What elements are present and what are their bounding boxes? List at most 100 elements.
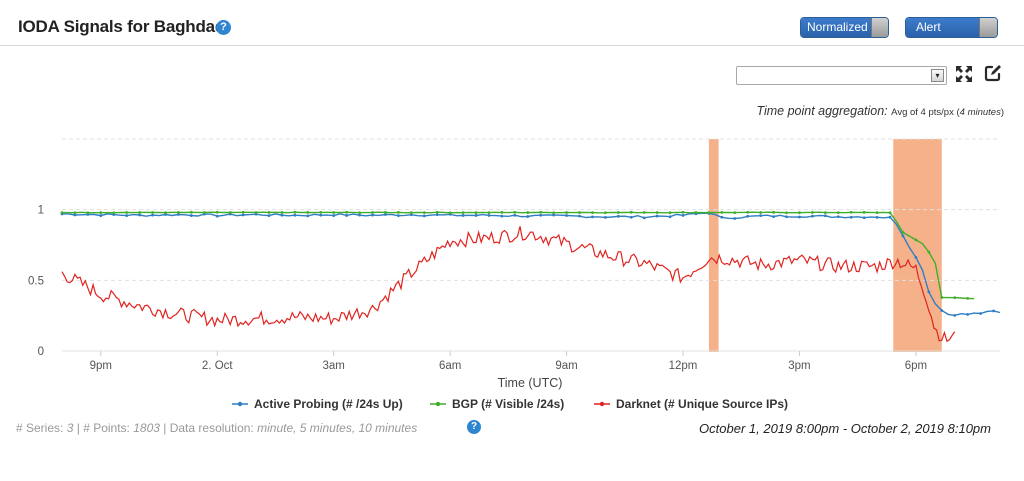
data-resolution: minute, 5 minutes, 10 minutes	[257, 421, 418, 435]
series-point	[629, 215, 633, 219]
legend-label: Darknet (# Unique Source IPs)	[616, 397, 788, 411]
aggregation-info: Time point aggregation: Avg of 4 pts/px …	[756, 104, 1004, 118]
series-point	[565, 214, 568, 217]
series-point	[280, 211, 284, 214]
series-point	[474, 214, 478, 217]
series-point	[280, 213, 284, 217]
series-point	[616, 214, 620, 218]
series-point	[862, 210, 866, 214]
y-tick-label: 1	[38, 205, 44, 217]
alert-bands-toggle[interactable]: Alert Bands	[905, 17, 998, 38]
normalized-toggle[interactable]: Normalized	[800, 17, 889, 38]
x-tick-label: 9pm	[90, 360, 112, 372]
series-point	[526, 211, 530, 214]
series-point	[215, 214, 219, 218]
series-point	[371, 213, 374, 217]
series-point	[409, 211, 413, 215]
x-tick-label: 9am	[555, 360, 577, 372]
series-point	[642, 211, 646, 214]
time-range: October 1, 2019 8:00pm - October 2, 2019…	[699, 421, 991, 436]
series-point	[875, 211, 879, 215]
edit-icon[interactable]	[984, 64, 1002, 82]
series-point	[539, 213, 543, 217]
series-point	[655, 211, 659, 214]
series-select[interactable]: ▾	[736, 66, 947, 85]
x-tick-label: 6am	[439, 360, 461, 372]
series-line	[62, 211, 975, 300]
series-point	[694, 211, 698, 214]
series-point	[759, 211, 763, 214]
series-point	[448, 211, 452, 215]
series-point	[358, 213, 361, 217]
legend-marker	[435, 401, 441, 407]
chart-stats: # Series: 3 | # Points: 1803 | Data reso…	[16, 421, 418, 435]
y-tick-label: 0	[38, 346, 44, 358]
legend-label: BGP (# Visible /24s)	[452, 397, 564, 411]
series-point	[138, 211, 142, 214]
series-point	[254, 211, 258, 214]
points-count: 1803	[133, 421, 160, 435]
help-icon[interactable]: ?	[216, 20, 231, 35]
series-point	[526, 215, 530, 218]
series-point	[823, 214, 827, 218]
series-point	[681, 210, 685, 214]
series-point	[513, 210, 517, 214]
series-point	[875, 215, 879, 219]
series-point	[823, 211, 827, 215]
series-point	[332, 214, 336, 217]
series-point	[591, 211, 594, 214]
toggle-knob	[979, 18, 997, 37]
legend-label: Active Probing (# /24s Up)	[254, 397, 403, 411]
series-point	[746, 210, 750, 214]
series-point	[578, 211, 581, 214]
series-point	[772, 210, 775, 214]
series-point	[552, 213, 556, 217]
series-point	[228, 211, 232, 214]
series-point	[888, 211, 892, 215]
series-point	[202, 211, 206, 214]
series-point	[241, 213, 245, 217]
panel-header: IODA Signals for Baghdad ? Normalized Al…	[0, 0, 1024, 46]
chevron-down-icon[interactable]: ▾	[931, 69, 944, 82]
series-point	[940, 309, 944, 312]
series-point	[461, 211, 465, 215]
series-point	[112, 211, 116, 215]
series-point	[177, 211, 180, 214]
series-point	[901, 230, 905, 234]
series-point	[798, 211, 801, 215]
series-point	[759, 214, 763, 218]
series-point	[189, 214, 193, 217]
series-point	[99, 214, 103, 217]
series-point	[914, 238, 918, 242]
series-point	[319, 213, 323, 217]
series-point	[927, 250, 931, 254]
legend-marker	[599, 401, 605, 407]
series-point	[422, 214, 426, 218]
series-point	[940, 296, 944, 299]
legend-marker	[237, 401, 243, 407]
page-title: IODA Signals for Baghdad	[18, 17, 226, 36]
series-point	[500, 214, 504, 218]
series-point	[396, 214, 400, 218]
series-point	[927, 290, 931, 294]
series-point	[539, 210, 543, 214]
series-point	[668, 215, 672, 219]
series-point	[655, 214, 659, 218]
fullscreen-icon[interactable]	[955, 65, 973, 83]
series-point	[73, 211, 77, 215]
series-point	[461, 214, 465, 217]
series-point	[642, 216, 646, 220]
x-tick-label: 12pm	[669, 360, 698, 372]
series-point	[979, 312, 982, 315]
normalized-label: Normalized	[801, 18, 871, 37]
series-point	[151, 211, 154, 214]
series-point	[396, 210, 400, 214]
series-point	[733, 211, 737, 215]
series-point	[384, 211, 387, 214]
series-point	[487, 214, 491, 217]
series-point	[578, 214, 581, 218]
series-point	[73, 213, 77, 217]
series-point	[836, 211, 840, 214]
series-point	[422, 211, 426, 214]
help-icon[interactable]: ?	[467, 420, 481, 434]
